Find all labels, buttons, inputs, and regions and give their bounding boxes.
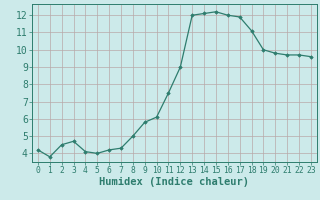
X-axis label: Humidex (Indice chaleur): Humidex (Indice chaleur)	[100, 177, 249, 187]
